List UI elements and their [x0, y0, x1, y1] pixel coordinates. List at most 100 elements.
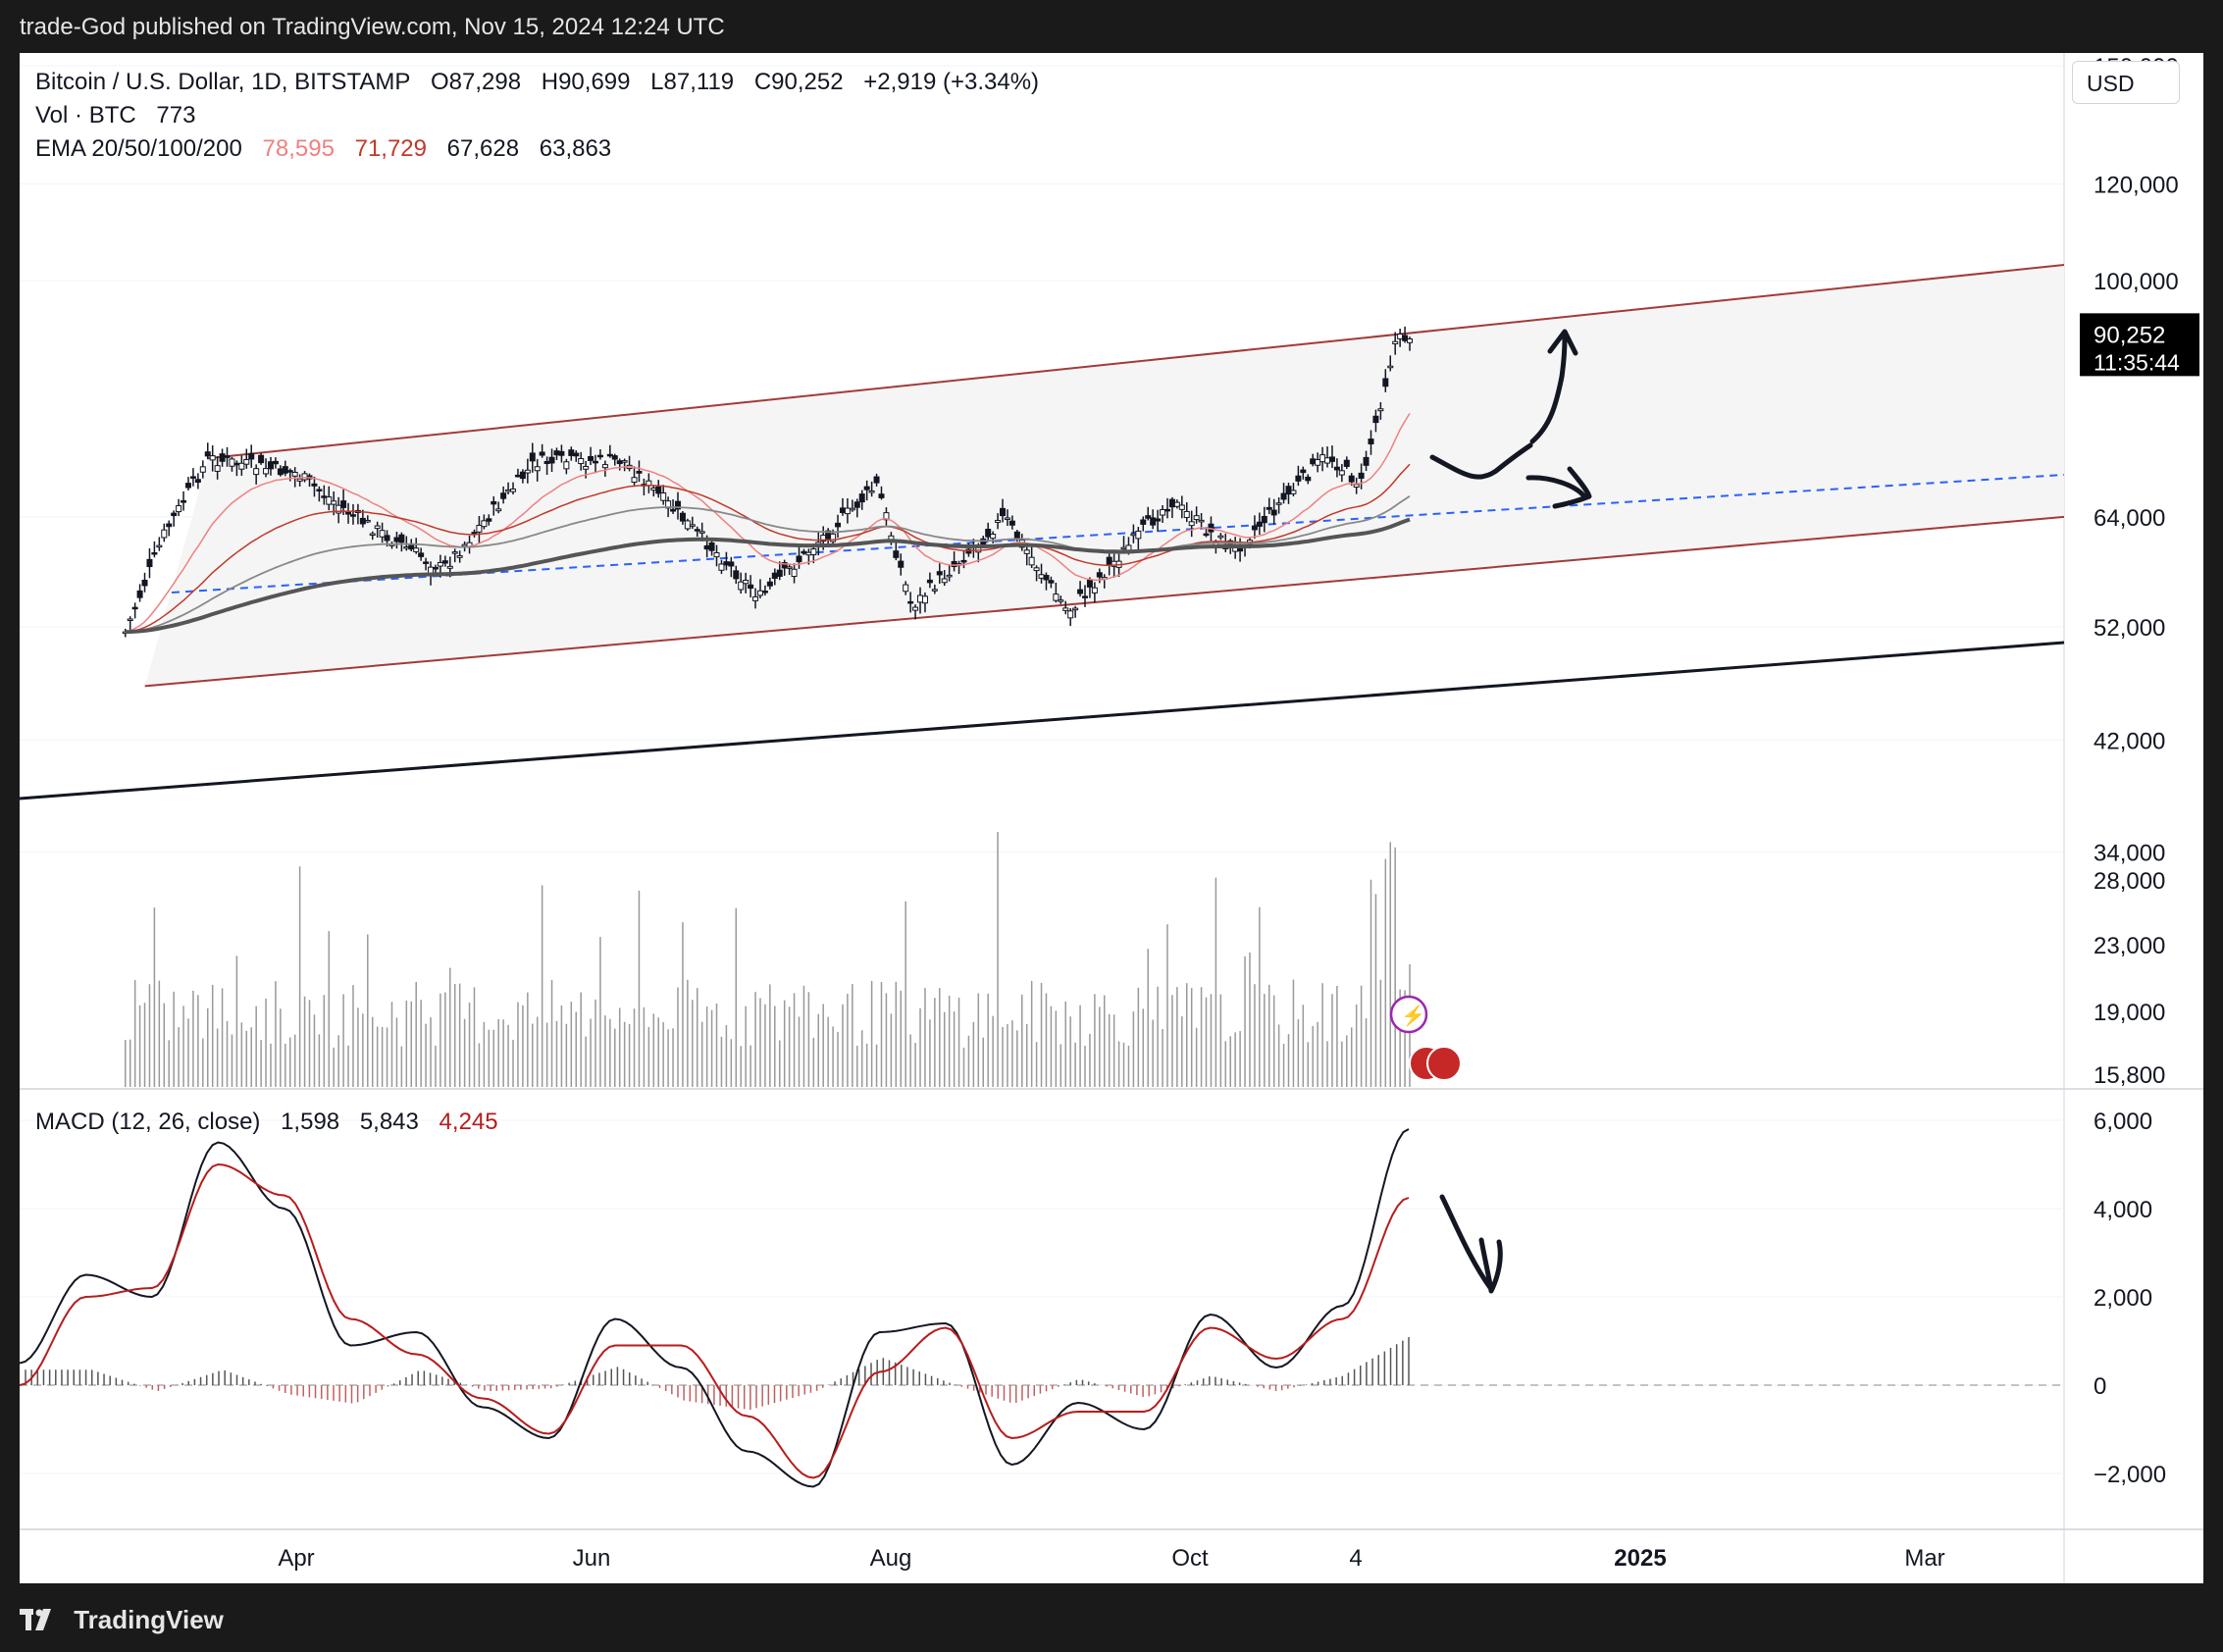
chart-svg[interactable]: 220,000180,000150,000120,000100,00064,00…	[20, 53, 2203, 1583]
ema-label: EMA 20/50/100/200	[35, 135, 242, 162]
tradingview-logo-icon	[20, 1607, 59, 1637]
candle-body	[835, 522, 842, 528]
candle-body	[553, 450, 560, 456]
candle-body	[849, 507, 855, 511]
candle-body	[593, 460, 599, 464]
candle-body	[728, 561, 735, 567]
candle-body	[437, 561, 443, 567]
candle-body	[1290, 490, 1297, 494]
candle-body	[181, 499, 187, 503]
candle-body	[1270, 509, 1277, 516]
candle-body	[1203, 533, 1210, 537]
candle-body	[418, 552, 425, 557]
candle-body	[786, 566, 793, 569]
candle-body	[1135, 530, 1142, 540]
candle-body	[277, 468, 284, 476]
candle-body	[1392, 340, 1399, 344]
candle-body	[776, 569, 783, 577]
candle-body	[1348, 475, 1355, 483]
candle-body	[893, 550, 900, 558]
ohlc-low: L87,119	[650, 69, 735, 95]
candle-body	[733, 570, 740, 580]
candle-body	[131, 606, 138, 610]
candle-body	[674, 500, 681, 510]
event-lightning-icon	[1389, 995, 1428, 1034]
volume-value: 773	[156, 102, 196, 129]
candle-body	[258, 454, 265, 464]
last-price-value: 90,252	[2094, 322, 2165, 348]
candle-body	[1058, 599, 1064, 602]
candle-body	[1183, 510, 1190, 519]
channel-upper-line	[208, 264, 2065, 460]
candle-body	[1168, 498, 1175, 508]
candle-body	[1295, 475, 1302, 482]
candle-body	[296, 478, 303, 482]
footer-brand: TradingView	[20, 1605, 224, 1637]
candle-body	[1120, 546, 1127, 550]
candle-body	[1266, 506, 1272, 510]
candle-body	[514, 474, 521, 478]
candle-body	[738, 581, 745, 591]
candle-body	[408, 543, 415, 550]
candle-body	[708, 542, 715, 551]
candle-body	[1067, 610, 1074, 619]
candle-body	[655, 486, 662, 494]
candle-body	[805, 551, 812, 556]
candle-body	[1193, 515, 1200, 521]
candle-body	[766, 581, 773, 587]
macd-tick-label: −2,000	[2094, 1462, 2166, 1488]
candle-body	[946, 574, 953, 578]
candle-body	[336, 504, 342, 514]
candle-body	[703, 544, 710, 550]
candle-body	[1328, 456, 1335, 462]
candle-body	[529, 452, 536, 462]
candle-body	[384, 535, 390, 542]
candle-body	[679, 512, 686, 522]
price-tick-label: 64,000	[2094, 505, 2165, 532]
candle-body	[761, 591, 768, 594]
event-flag-icon-2	[1426, 1046, 1462, 1081]
time-tick-label: Oct	[1171, 1545, 1209, 1572]
candle-body	[1377, 408, 1384, 412]
candle-body	[253, 468, 260, 476]
candle-body	[456, 555, 463, 558]
price-tick-label: 34,000	[2094, 840, 2165, 866]
candle-body	[873, 476, 880, 484]
candle-body	[233, 462, 240, 466]
candle-body	[985, 529, 992, 538]
candle-body	[718, 563, 725, 571]
candle-body	[1086, 579, 1093, 588]
ema-200-value: 63,863	[539, 135, 612, 162]
candle-body	[272, 460, 279, 465]
candle-body	[960, 559, 967, 563]
candle-body	[1315, 459, 1321, 466]
candle-body	[311, 483, 318, 487]
candle-body	[995, 520, 1002, 523]
chart-frame[interactable]: 220,000180,000150,000120,000100,00064,00…	[20, 53, 2203, 1583]
ema-legend: EMA 20/50/100/200 78,595 71,729 67,628 6…	[35, 135, 625, 163]
candle-body	[146, 558, 153, 568]
candle-body	[588, 455, 595, 461]
candle-body	[1319, 454, 1326, 463]
currency-button[interactable]: USD	[2072, 61, 2180, 104]
candle-body	[423, 561, 430, 564]
candle-body	[1155, 518, 1162, 522]
candle-body	[563, 461, 570, 470]
candle-body	[791, 568, 798, 578]
candle-body	[500, 492, 507, 499]
candle-body	[878, 493, 885, 498]
volume-tick-label: 23,000	[2094, 933, 2165, 959]
event-lightning-glyph: ⚡	[1401, 1004, 1425, 1027]
candle-body	[1275, 502, 1282, 505]
candle-body	[432, 567, 439, 570]
candle-body	[844, 507, 851, 515]
candle-body	[1081, 595, 1088, 598]
candle-body	[1178, 504, 1185, 510]
macd-line	[20, 1128, 1410, 1488]
candle-body	[243, 458, 250, 465]
candle-body	[1173, 501, 1180, 507]
candle-body	[1091, 587, 1098, 594]
last-price-countdown: 11:35:44	[2094, 349, 2180, 375]
candle-body	[194, 479, 201, 484]
candle-body	[1038, 574, 1045, 579]
